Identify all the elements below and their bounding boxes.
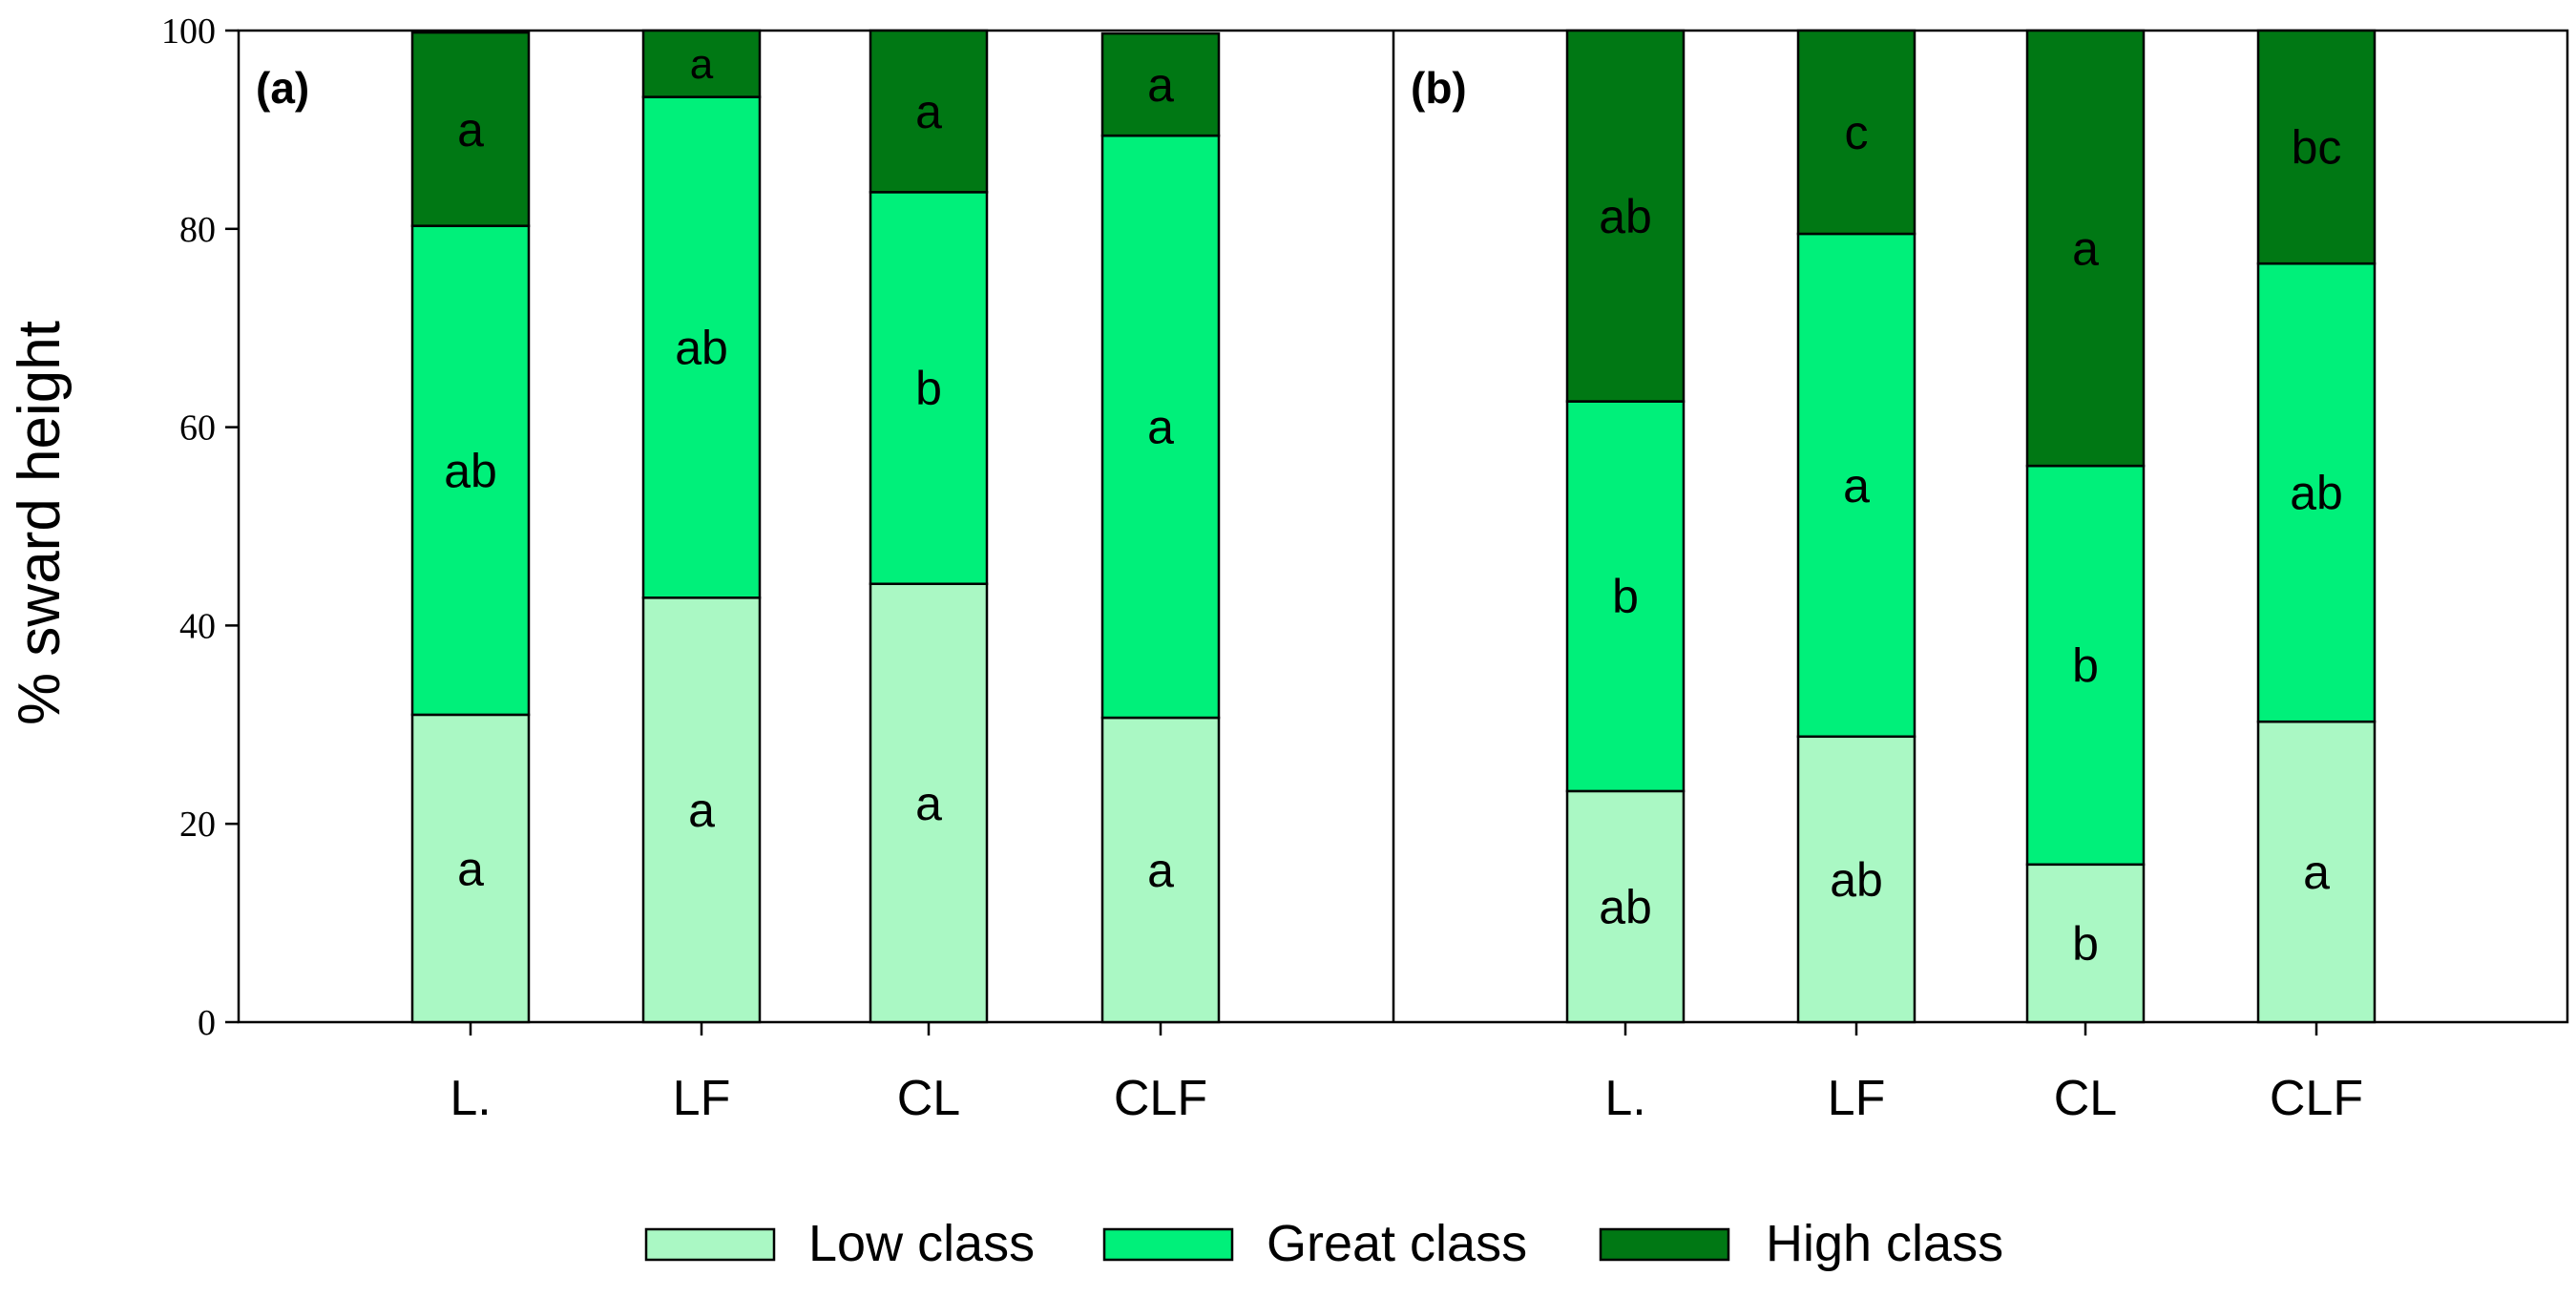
y-tick-label: 100 xyxy=(161,11,216,52)
legend-label: High class xyxy=(1766,1215,2003,1272)
bar-segment-low-class xyxy=(2256,720,2377,1024)
panel-labels: (a) (b) xyxy=(256,63,1467,113)
bar-segment-great-class xyxy=(1100,134,1221,720)
legend-label: Low class xyxy=(808,1215,1035,1272)
bar-segment-low-class xyxy=(641,596,762,1024)
y-tick-label: 20 xyxy=(179,805,216,845)
x-tick-label: CLF xyxy=(2270,1071,2363,1126)
bar-segment-great-class xyxy=(410,224,531,717)
legend-swatch xyxy=(1102,1227,1234,1262)
x-axis: L. LF CL CLF L. LF CL CLF xyxy=(450,1022,2363,1126)
significance-letter: a xyxy=(915,85,942,138)
bar-segment-high-class xyxy=(2025,29,2146,468)
bar-segment-high-class xyxy=(410,31,531,227)
significance-letter: a xyxy=(688,784,715,837)
significance-letter: ab xyxy=(2290,467,2343,520)
bar-segment-great-class xyxy=(2025,464,2146,867)
significance-letter: b xyxy=(1612,570,1639,623)
significance-letter: a xyxy=(915,777,942,830)
x-tick-label: LF xyxy=(1828,1071,1886,1126)
bar-segment-high-class xyxy=(869,29,989,194)
bar-segment-high-class xyxy=(2256,29,2377,265)
significance-letter: a xyxy=(457,842,484,895)
y-axis: 0 20 40 60 80 100 xyxy=(161,11,239,1043)
x-tick-label: CL xyxy=(2054,1071,2117,1126)
significance-letter: ab xyxy=(1599,190,1652,243)
significance-letter: a xyxy=(690,41,714,88)
x-tick-label: L. xyxy=(450,1071,491,1126)
significance-letter: a xyxy=(1147,58,1174,112)
significance-letter: a xyxy=(1843,459,1870,513)
significance-letter: bc xyxy=(2292,121,2342,175)
plot-border xyxy=(237,29,2569,1024)
plot-frame xyxy=(237,29,2569,1024)
bar-segment-low-class xyxy=(2025,863,2146,1024)
bar-segment-great-class xyxy=(2256,261,2377,723)
significance-letter: a xyxy=(2303,846,2330,899)
y-tick-label: 60 xyxy=(179,408,216,449)
bar-segment-high-class xyxy=(1796,29,1916,236)
y-tick-label: 40 xyxy=(179,606,216,646)
bar-segment-great-class xyxy=(1565,400,1686,793)
x-tick-label: CL xyxy=(897,1071,960,1126)
panel-label: (a) xyxy=(256,63,309,113)
legend-swatch xyxy=(1599,1227,1730,1262)
significance-letter: a xyxy=(457,103,484,157)
legend: Low class Great class High class xyxy=(644,1215,2003,1272)
significance-letter: a xyxy=(2072,222,2099,276)
y-tick-label: 80 xyxy=(179,210,216,250)
significance-letter: a xyxy=(1147,401,1174,454)
bar-segment-low-class xyxy=(869,582,989,1024)
significance-letter: a xyxy=(1147,844,1174,897)
significance-letter: b xyxy=(2072,917,2099,971)
bar-segment-great-class xyxy=(641,95,762,599)
bar-segment-low-class xyxy=(1796,735,1916,1024)
significance-letter: ab xyxy=(1830,853,1883,907)
bar-segment-high-class xyxy=(1565,29,1686,403)
legend-swatch xyxy=(644,1227,776,1262)
bar-segment-great-class xyxy=(869,191,989,586)
y-axis-label: % sward height xyxy=(7,321,73,725)
x-tick-label: LF xyxy=(673,1071,731,1126)
bar-segment-low-class xyxy=(1565,789,1686,1024)
y-tick-label: 0 xyxy=(198,1003,216,1043)
significance-letter: ab xyxy=(675,321,728,374)
bar-segment-great-class xyxy=(1796,232,1916,739)
x-tick-label: L. xyxy=(1604,1071,1645,1126)
panel-label: (b) xyxy=(1411,63,1467,113)
bar-segment-high-class xyxy=(1100,31,1221,137)
x-tick-label: CLF xyxy=(1114,1071,1207,1126)
significance-letter: b xyxy=(915,362,942,415)
significance-letter: ab xyxy=(1599,880,1652,933)
significance-letter: c xyxy=(1845,106,1869,159)
legend-label: Great class xyxy=(1267,1215,1527,1272)
bar-segment-high-class xyxy=(641,29,762,98)
significance-letter: ab xyxy=(444,444,497,497)
significance-letter: b xyxy=(2072,638,2099,692)
